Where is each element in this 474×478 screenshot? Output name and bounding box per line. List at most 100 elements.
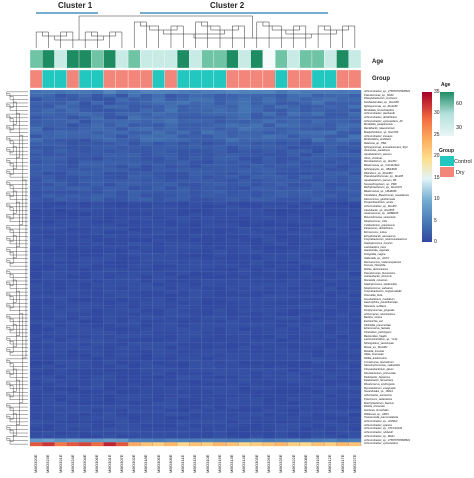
heatmap-cell [262, 212, 276, 217]
heatmap-cell [324, 308, 337, 313]
heatmap-cell [299, 342, 313, 347]
heatmap-cell [348, 382, 362, 387]
heatmap-cell [348, 160, 362, 165]
heatmap-cell [213, 164, 227, 169]
heatmap-cell [324, 420, 337, 424]
heatmap-cell [140, 234, 153, 239]
heatmap-cell [275, 434, 288, 439]
heatmap-cell [262, 249, 276, 254]
heatmap-cell [201, 90, 215, 94]
heatmap-cell [226, 275, 239, 280]
heatmap-cell [213, 282, 227, 287]
heatmap-cell [189, 412, 202, 417]
heatmap-cell [164, 164, 178, 169]
heatmap-cell [30, 253, 43, 258]
heatmap-cell [287, 127, 300, 131]
heatmap-cell [177, 186, 190, 191]
heatmap-cell [91, 238, 104, 243]
heatmap-cell [250, 238, 264, 243]
heatmap-cell [66, 193, 80, 198]
heatmap-cell [177, 442, 190, 447]
heatmap-cell [213, 290, 227, 295]
heatmap-cell [177, 171, 190, 176]
heatmap-cell [287, 108, 300, 113]
heatmap-cell [54, 208, 67, 213]
heatmap-cell [140, 297, 153, 302]
heatmap-cell [66, 434, 80, 439]
heatmap-cell [287, 234, 300, 239]
heatmap-cell [336, 204, 349, 209]
heatmap-cell [164, 97, 178, 102]
heatmap-cell [250, 401, 264, 406]
heatmap-cell [287, 338, 300, 343]
heatmap-cell [103, 368, 116, 372]
heatmap-cell [287, 101, 300, 105]
heatmap-cell [250, 349, 264, 354]
heatmap-cell [324, 197, 337, 202]
heatmap-cell [79, 208, 92, 213]
heatmap-cell [189, 293, 202, 298]
heatmap-cell [79, 149, 92, 154]
heatmap-cell [54, 197, 67, 202]
heatmap-cell [128, 316, 141, 321]
heatmap-cell [103, 130, 116, 135]
heatmap-cell [311, 219, 325, 224]
heatmap-cell [336, 286, 349, 291]
heatmap-cell [103, 423, 116, 428]
heatmap-cell [262, 230, 276, 235]
heatmap-cell [79, 431, 92, 436]
heatmap-cell [164, 312, 178, 317]
heatmap-cell [262, 375, 276, 380]
heatmap-cell [287, 238, 300, 243]
heatmap-cell [299, 331, 313, 335]
heatmap-cell [348, 442, 362, 447]
heatmap-cell [201, 93, 215, 98]
heatmap-cell [42, 238, 55, 243]
heatmap-cell [189, 375, 202, 380]
heatmap-cells [29, 90, 362, 447]
column-label: MBO321E [57, 454, 63, 473]
heatmap-cell [30, 93, 43, 98]
colorbar-tick-15: 15 [434, 174, 440, 181]
heatmap-cell [250, 260, 264, 265]
heatmap-cell [238, 312, 251, 317]
heatmap-cell [287, 268, 300, 272]
row-label: Achromobacter_sp._278970TO5608621 [364, 90, 411, 93]
heatmap-cell [324, 364, 337, 369]
heatmap-cell [201, 397, 215, 402]
group-cell [324, 69, 337, 89]
heatmap-cell [275, 275, 288, 280]
heatmap-cell [66, 420, 80, 424]
heatmap-cell [66, 438, 80, 443]
heatmap-cell [336, 308, 349, 313]
group-annotation-bar [29, 69, 362, 89]
heatmap-cell [152, 316, 165, 321]
heatmap-cell [275, 334, 288, 339]
heatmap-cell [177, 412, 190, 417]
row-label: Kytococcus_sedentarius [364, 397, 393, 401]
heatmap-cell [275, 164, 288, 169]
heatmap-cell [164, 160, 178, 165]
heatmap-cell [262, 197, 276, 202]
heatmap-cell [299, 382, 313, 387]
heatmap-cell [348, 327, 362, 332]
heatmap-cell [66, 331, 80, 335]
heatmap-cell [115, 408, 129, 413]
heatmap-cell [238, 112, 251, 117]
heatmap-cell [128, 190, 141, 194]
heatmap-cell [262, 145, 276, 150]
heatmap-cell [128, 108, 141, 113]
heatmap-cell [324, 282, 337, 287]
heatmap-cell [262, 319, 276, 324]
heatmap-cell [79, 379, 92, 384]
heatmap-cell [299, 190, 313, 194]
heatmap-cell [348, 364, 362, 369]
heatmap-cell [299, 282, 313, 287]
heatmap-cell [177, 282, 190, 287]
heatmap-cell [103, 249, 116, 254]
heatmap-cell [103, 153, 116, 157]
heatmap-cell [189, 327, 202, 332]
heatmap-cell [336, 182, 349, 187]
heatmap-cell [189, 264, 202, 269]
heatmap-cell [42, 345, 55, 350]
